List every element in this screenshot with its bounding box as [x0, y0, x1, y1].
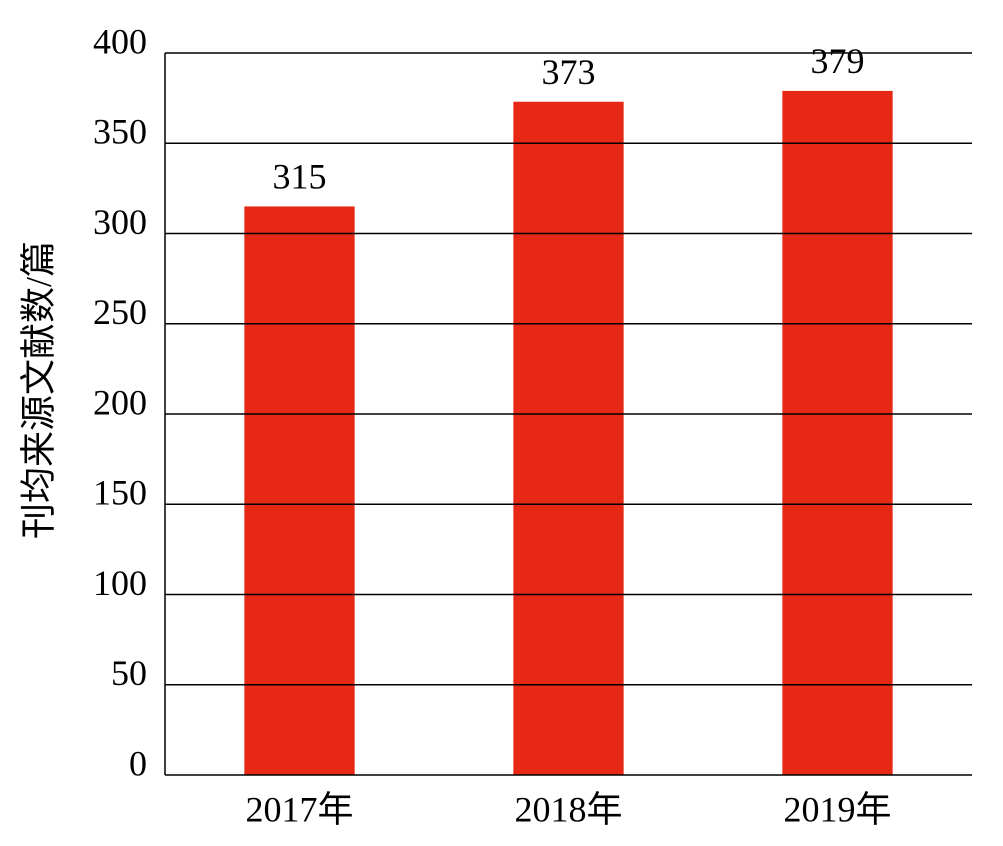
- bar: [244, 206, 355, 776]
- value-label: 315: [273, 157, 327, 197]
- x-tick-label: 2019年: [783, 789, 891, 829]
- y-axis-label: 刊均来源文献数/篇: [18, 241, 58, 539]
- y-tick-label: 200: [93, 382, 147, 422]
- y-tick-label: 100: [93, 563, 147, 603]
- y-tick-label: 350: [93, 112, 147, 152]
- x-tick-label: 2018年: [514, 789, 622, 829]
- y-tick-label: 300: [93, 202, 147, 242]
- x-tick-label: 2017年: [245, 789, 353, 829]
- bar: [782, 90, 893, 775]
- y-tick-label: 50: [111, 653, 147, 693]
- y-tick-label: 400: [93, 21, 147, 61]
- value-label: 379: [811, 41, 865, 81]
- y-tick-label: 250: [93, 292, 147, 332]
- bar: [513, 101, 624, 776]
- y-tick-label: 0: [129, 743, 147, 783]
- y-tick-label: 150: [93, 473, 147, 513]
- value-label: 373: [542, 52, 596, 92]
